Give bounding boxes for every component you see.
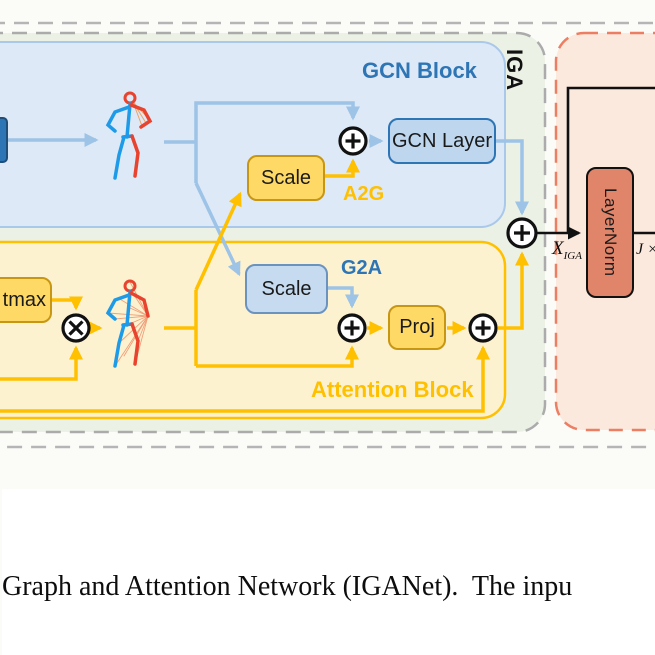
block-residual-arrow — [0, 345, 490, 413]
iga-module-label: IGA — [502, 49, 527, 92]
pose-skeleton-icon — [105, 91, 153, 180]
softmax-box: tmax — [0, 277, 52, 323]
value-to-mul-arrow — [0, 345, 83, 381]
a2g-cross-arrow — [194, 191, 242, 291]
gcn-layer-label: GCN Layer — [391, 129, 493, 152]
gcnlayer-output-arrow — [496, 139, 529, 216]
gcn-wires — [6, 101, 529, 309]
gcn-layer-box: GCN Layer — [388, 118, 496, 164]
add-icon — [468, 313, 498, 343]
add-icon — [338, 126, 368, 156]
gcn-block-title: GCN Block — [362, 58, 477, 83]
outer-network-dashed-border — [0, 21, 655, 449]
layernorm-box: LayerNorm — [586, 167, 634, 298]
gcn-block-container — [0, 41, 506, 228]
g2a-label: G2A — [341, 257, 383, 279]
x-iga-variable-label: XIGA — [552, 238, 582, 262]
input-embedding-box — [0, 117, 8, 163]
g2a-cross-arrow — [194, 182, 241, 277]
proj-box: Proj — [388, 305, 446, 350]
scale-to-attn-add-arrow — [328, 286, 359, 309]
umlp-wires — [537, 86, 655, 240]
scale-box-g2a: Scale — [245, 264, 328, 314]
output-dim-label: J × — [636, 241, 655, 258]
multiply-icon — [61, 313, 91, 343]
caption-line: Graph and Attention Network (IGANet). Th… — [2, 571, 573, 602]
scale-label: Scale — [261, 277, 312, 300]
attn-residual-to-add-arrow — [196, 345, 359, 368]
a2g-label: A2G — [343, 183, 385, 205]
softmax-label: tmax — [2, 288, 46, 311]
figure-caption: Graph and Attention Network (IGANet). Th… — [2, 489, 655, 655]
operators — [61, 126, 538, 343]
attention-block-title: Attention Block — [311, 377, 474, 402]
skip-connection-line — [566, 86, 655, 232]
proj-label: Proj — [399, 316, 435, 338]
iganet-architecture-diagram: tmax Scale Scale GCN Layer Proj LayerNor… — [0, 21, 655, 449]
add-icon — [337, 313, 367, 343]
pose-to-add-arrow — [194, 101, 360, 183]
attn-output-arrow — [498, 251, 529, 330]
attention-wires — [0, 158, 529, 413]
scale-box-a2g: Scale — [247, 155, 325, 201]
scale-label: Scale — [260, 166, 312, 189]
add-icon — [506, 217, 538, 249]
softmax-to-mul-arrow — [52, 296, 83, 311]
layernorm-label: LayerNorm — [601, 188, 620, 277]
scale-to-gcn-add-arrow — [322, 158, 360, 178]
attention-pose-skeleton-icon — [105, 279, 150, 368]
